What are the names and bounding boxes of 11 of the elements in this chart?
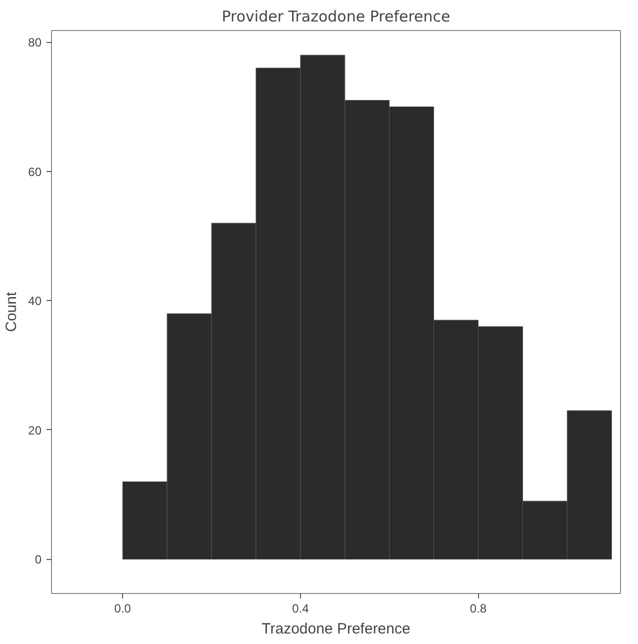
y-tick-label: 20	[28, 423, 42, 438]
y-tick-label: 60	[28, 164, 42, 179]
y-tick-label: 80	[28, 36, 42, 50]
y-tick-label: 40	[28, 294, 42, 308]
y-tick-label: 0	[34, 552, 42, 567]
y-axis-title: Count	[3, 291, 20, 332]
chart-title: Provider Trazodone Preference	[222, 8, 450, 26]
x-tick-label: 0.8	[470, 602, 487, 616]
x-tick-label: 0.0	[114, 602, 132, 616]
x-tick-label: 0.4	[292, 602, 310, 616]
x-axis-title: Trazodone Preference	[262, 620, 410, 638]
